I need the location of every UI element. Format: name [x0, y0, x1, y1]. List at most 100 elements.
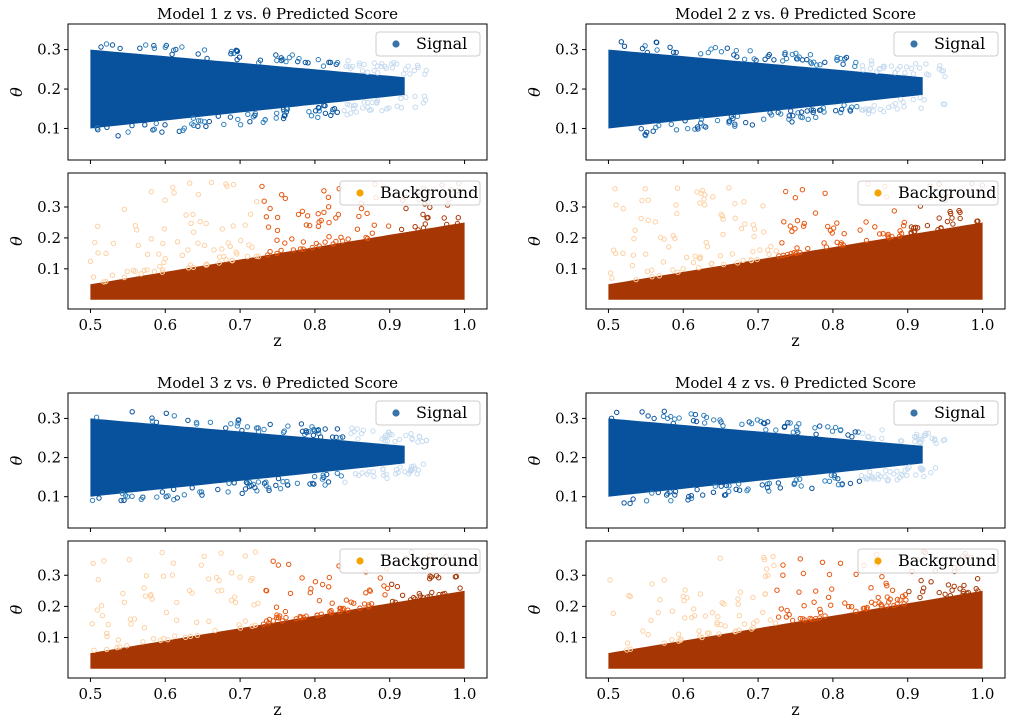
background-point: [160, 267, 166, 273]
x-axis-label: z: [273, 700, 281, 719]
signal-point: [371, 60, 377, 66]
background-point: [791, 250, 797, 256]
background-point: [189, 590, 195, 596]
background-point: [765, 247, 771, 253]
signal-point: [918, 105, 924, 111]
background-point: [101, 558, 107, 564]
background-point: [920, 589, 926, 595]
signal-point: [295, 58, 301, 65]
y-axis-label: θ: [7, 87, 26, 97]
background-point: [259, 183, 265, 190]
background-point: [172, 633, 178, 639]
signal-point: [275, 475, 282, 482]
signal-point: [929, 435, 935, 441]
background-point: [425, 214, 431, 221]
background-point: [891, 602, 897, 609]
signal-point: [777, 485, 783, 491]
signal-point: [371, 473, 377, 480]
y-tick-label: 0.2: [37, 597, 61, 615]
background-point: [282, 608, 289, 615]
background-point: [159, 269, 166, 275]
signal-point: [322, 426, 328, 432]
signal-point: [758, 418, 764, 425]
signal-point: [344, 112, 350, 118]
background-point: [947, 208, 953, 215]
background-point: [233, 249, 239, 255]
background-point: [247, 211, 254, 217]
background-point: [649, 581, 655, 587]
signal-point: [733, 486, 739, 492]
background-point: [121, 274, 128, 281]
signal-point: [799, 114, 806, 121]
signal-point: [289, 52, 295, 58]
signal-point: [838, 427, 844, 433]
signal-point: [277, 485, 284, 492]
signal-points: [608, 39, 948, 139]
background-point: [326, 574, 332, 581]
signal-point: [733, 47, 739, 54]
signal-point: [778, 111, 784, 117]
signal-point: [618, 39, 624, 45]
signal-point: [204, 55, 210, 62]
signal-point: [771, 57, 777, 63]
signal-point: [786, 116, 792, 122]
background-point: [219, 226, 226, 232]
background-point: [624, 640, 631, 646]
signal-point: [298, 421, 305, 427]
background-point: [872, 224, 878, 230]
signal-point: [374, 100, 380, 106]
axes-frame: [585, 540, 1006, 679]
legend-box: [375, 400, 481, 426]
signal-point: [359, 470, 365, 476]
background-point: [273, 604, 280, 610]
background-point: [750, 594, 756, 601]
background-point: [185, 265, 192, 271]
signal-point: [374, 97, 381, 104]
signal-point: [734, 54, 740, 60]
background-point: [776, 253, 782, 259]
background-point: [710, 194, 716, 200]
background-point: [661, 577, 667, 583]
signal-point: [917, 94, 923, 101]
signal-point: [832, 424, 839, 431]
x-tick-label: 0.8: [303, 685, 327, 703]
signal-point: [415, 439, 421, 445]
signal-point: [867, 469, 873, 475]
background-point: [684, 254, 690, 260]
background-point: [797, 556, 803, 562]
background-point: [343, 597, 350, 603]
background-point: [691, 613, 698, 619]
signal-point: [320, 63, 327, 69]
signal-point: [835, 476, 841, 482]
background-point: [185, 247, 191, 253]
signal-point: [308, 113, 315, 119]
legend-label: Background: [380, 551, 478, 570]
x-tick-label: 1.0: [971, 316, 995, 334]
signal-point: [407, 71, 413, 77]
signal-point: [109, 42, 116, 48]
background-point: [182, 634, 189, 640]
signal-point: [189, 485, 195, 491]
background-point: [99, 612, 106, 619]
signal-point: [121, 497, 127, 503]
signal-point: [247, 119, 253, 125]
axes-frame: [585, 23, 1006, 161]
signal-point: [743, 119, 749, 126]
signal-point: [858, 472, 865, 479]
legend-box: [857, 180, 999, 206]
background-point: [427, 204, 433, 211]
signal-point: [676, 415, 682, 421]
signal-point: [195, 118, 202, 124]
signal-point: [767, 110, 773, 116]
background-point: [945, 582, 952, 588]
background-point: [957, 586, 963, 592]
y-tick-label: 0.3: [37, 566, 61, 584]
background-point: [917, 594, 923, 601]
legend-label: Signal: [934, 34, 985, 53]
signal-density-region: [608, 418, 923, 497]
background-point: [680, 266, 686, 272]
background-density-region: [608, 222, 983, 300]
legend-label: Signal: [416, 403, 467, 422]
background-point: [761, 557, 768, 563]
background-point: [452, 574, 459, 580]
